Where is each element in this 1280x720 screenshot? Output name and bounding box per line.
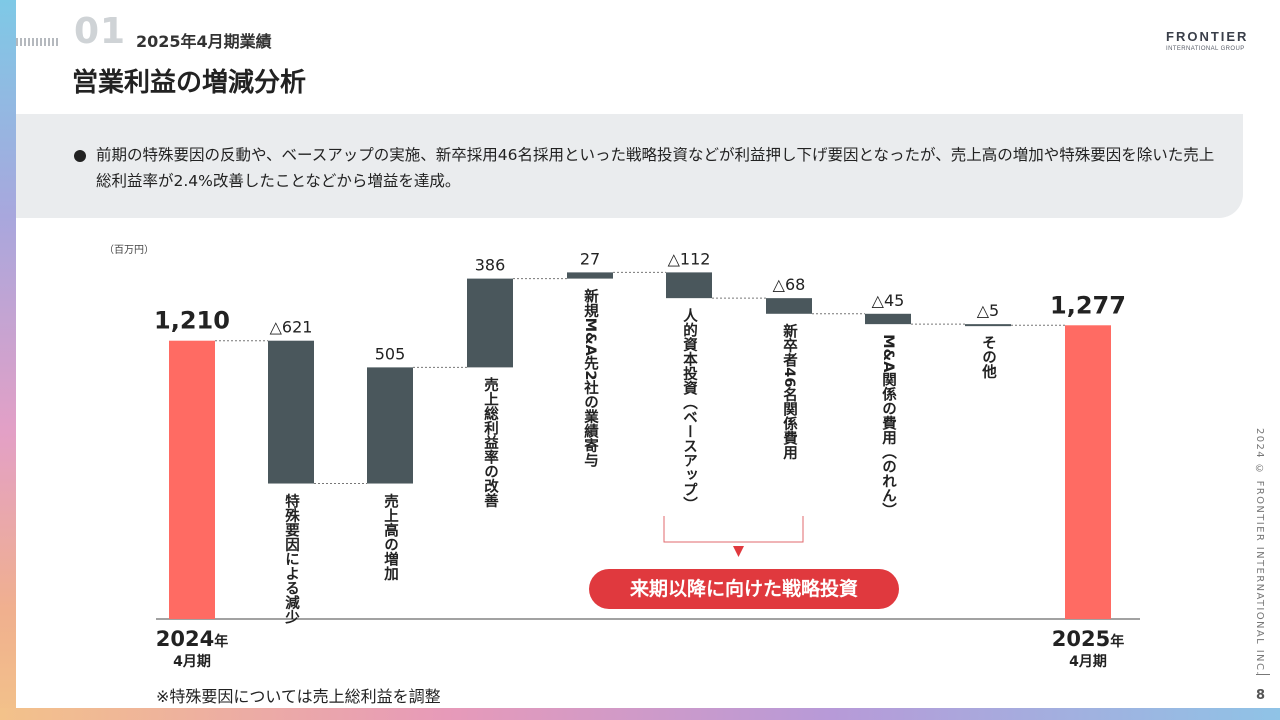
value-label-5: △112 bbox=[668, 249, 711, 268]
page-number-rule bbox=[1256, 674, 1270, 675]
value-label-4: 27 bbox=[580, 249, 600, 268]
left-gradient-edge bbox=[0, 0, 16, 720]
bar-3 bbox=[467, 278, 513, 368]
bar-5 bbox=[666, 272, 712, 299]
value-label-0: 1,210 bbox=[154, 307, 230, 335]
logo-subtext: INTERNATIONAL GROUP bbox=[1166, 46, 1245, 52]
category-label-5: 人的資本投資（ベースアップ） bbox=[681, 308, 698, 511]
year-label-0: 2024年 bbox=[156, 627, 228, 651]
value-label-9: 1,277 bbox=[1050, 291, 1126, 319]
bracket-arrow-icon bbox=[733, 546, 744, 557]
category-label-6: 新卒者46名関係費用 bbox=[781, 323, 797, 462]
bar-1 bbox=[268, 340, 314, 484]
unit-label: （百万円） bbox=[104, 244, 154, 256]
footnote: ※特殊要因については売上総利益を調整 bbox=[156, 687, 441, 706]
value-label-1: △621 bbox=[270, 318, 313, 337]
category-label-2: 売上高の増加 bbox=[382, 492, 399, 582]
value-label-6: △68 bbox=[773, 275, 806, 294]
period-label-1: 4月期 bbox=[1069, 654, 1107, 670]
summary-panel bbox=[16, 114, 1243, 218]
strategic-investment-callout: 来期以降に向けた戦略投資 bbox=[589, 569, 899, 609]
bar-6 bbox=[766, 298, 812, 314]
section-subtitle: 2025年4月期業績 bbox=[136, 32, 272, 51]
page-number: 8 bbox=[1256, 688, 1266, 703]
category-label-3: 売上総利益率の改善 bbox=[482, 376, 498, 508]
copyright: 2024 © FRONTIER INTERNATIONAL INC. bbox=[1254, 428, 1265, 676]
dotted-rule bbox=[16, 38, 60, 46]
bar-9 bbox=[1065, 325, 1111, 619]
period-label-0: 4月期 bbox=[173, 654, 211, 670]
bar-0 bbox=[169, 340, 215, 619]
section-number: 01 bbox=[74, 11, 127, 52]
company-logo: FRONTIER INTERNATIONAL GROUP bbox=[1094, 24, 1264, 60]
waveform-logo-icon bbox=[1097, 25, 1154, 59]
category-label-1: 特殊要因による減少 bbox=[283, 492, 300, 624]
bottom-gradient-edge bbox=[0, 708, 1280, 720]
logo-wordmark: FRONTIER bbox=[1166, 29, 1249, 44]
value-label-8: △5 bbox=[977, 301, 999, 320]
bar-7 bbox=[865, 313, 911, 325]
bar-4 bbox=[567, 272, 613, 279]
category-label-7: M&A関係の費用（のれん） bbox=[880, 334, 897, 517]
bar-8 bbox=[965, 324, 1011, 327]
group-bracket bbox=[663, 516, 804, 543]
category-label-8: その他 bbox=[980, 335, 997, 380]
bullet-icon bbox=[74, 150, 86, 162]
summary-text: 前期の特殊要因の反動や、ベースアップの実施、新卒採用46名採用といった戦略投資な… bbox=[96, 146, 1215, 190]
page-title: 営業利益の増減分析 bbox=[72, 68, 307, 98]
year-label-1: 2025年 bbox=[1052, 627, 1124, 651]
bar-2 bbox=[367, 367, 413, 484]
value-label-3: 386 bbox=[475, 256, 506, 275]
value-label-2: 505 bbox=[375, 344, 406, 363]
category-label-4: 新規M&A先2社の業績寄与 bbox=[582, 287, 599, 468]
value-label-7: △45 bbox=[872, 291, 905, 310]
